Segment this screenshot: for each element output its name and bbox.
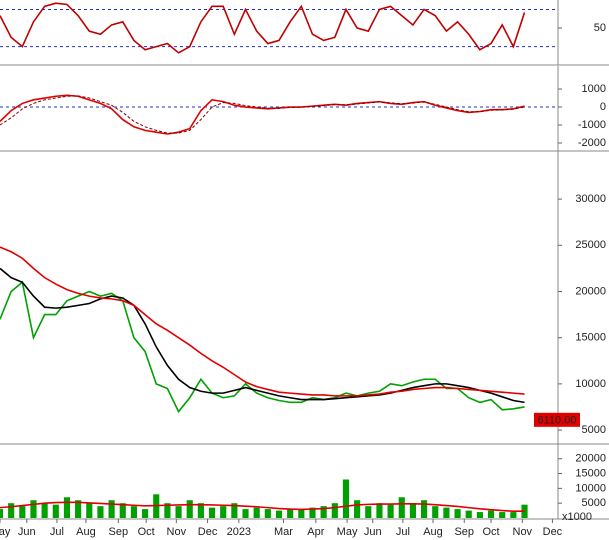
y-tick-label: 15000 bbox=[575, 332, 606, 344]
volume-bar bbox=[19, 506, 26, 518]
volume-bar bbox=[108, 500, 115, 518]
x-tick-label: May bbox=[337, 526, 358, 538]
x-tick-label: Aug bbox=[423, 526, 443, 538]
panel bbox=[0, 94, 558, 135]
y-tick-label: 50 bbox=[594, 22, 606, 34]
volume-bar bbox=[409, 503, 416, 518]
volume-bar bbox=[487, 510, 495, 518]
volume-bar bbox=[130, 506, 137, 518]
volume-bar bbox=[8, 503, 15, 518]
volume-bar bbox=[398, 497, 405, 518]
volume-bar bbox=[454, 509, 461, 518]
x-tick-label: Dec bbox=[543, 526, 563, 538]
x-tick-label: Jun bbox=[364, 526, 382, 538]
volume-bar bbox=[309, 507, 316, 518]
y-tick-label: -1000 bbox=[578, 119, 606, 131]
unit-label: x1000 bbox=[562, 511, 592, 523]
volume-bar bbox=[376, 503, 383, 518]
volume-bar bbox=[499, 512, 506, 518]
volume-bar bbox=[231, 503, 238, 518]
last-price-box bbox=[534, 412, 580, 427]
x-tick-label: Dec bbox=[198, 526, 218, 538]
x-tick-label: Sep bbox=[109, 526, 129, 538]
volume-bar bbox=[0, 509, 4, 518]
volume-bar bbox=[264, 509, 271, 518]
series-line bbox=[0, 246, 525, 397]
x-tick-label: May bbox=[0, 526, 11, 538]
series-line bbox=[0, 501, 525, 512]
volume-bar bbox=[476, 512, 483, 518]
x-tick-label: Nov bbox=[513, 526, 533, 538]
volume-bar bbox=[186, 500, 193, 518]
x-tick-label: Jul bbox=[50, 526, 64, 538]
volume-bar bbox=[197, 503, 204, 518]
volume-bar bbox=[354, 500, 361, 518]
y-tick-label: 10000 bbox=[575, 378, 606, 390]
y-tick-label: 5000 bbox=[582, 497, 606, 509]
volume-bar bbox=[164, 503, 171, 518]
y-tick-label: 1000 bbox=[582, 83, 606, 95]
x-tick-label: Jul bbox=[396, 526, 410, 538]
panel bbox=[0, 246, 525, 414]
volume-bar bbox=[365, 506, 372, 518]
y-tick-label: 25000 bbox=[575, 239, 606, 251]
volume-bar bbox=[75, 500, 82, 518]
x-tick-label: Apr bbox=[307, 526, 324, 538]
x-tick-label: Mar bbox=[274, 526, 293, 538]
volume-bar bbox=[287, 509, 294, 518]
volume-bar bbox=[421, 500, 428, 518]
last-price-label: 6110.00 bbox=[538, 415, 577, 427]
y-tick-label: 10000 bbox=[575, 482, 606, 494]
x-tick-label: 2023 bbox=[227, 526, 251, 538]
y-tick-label: 30000 bbox=[575, 193, 606, 205]
y-tick-label: 5000 bbox=[582, 424, 606, 436]
series-line bbox=[0, 280, 525, 414]
volume-bar bbox=[86, 503, 93, 518]
series-line bbox=[0, 95, 525, 134]
volume-bar bbox=[220, 506, 227, 518]
series-line bbox=[0, 2, 526, 54]
volume-bar bbox=[443, 507, 450, 518]
volume-bar bbox=[119, 503, 126, 518]
volume-bar bbox=[52, 504, 59, 518]
panel bbox=[0, 479, 528, 518]
volume-bar bbox=[432, 506, 439, 518]
panel bbox=[0, 2, 558, 54]
x-tick-label: Jun bbox=[18, 526, 36, 538]
volume-bar bbox=[208, 507, 216, 518]
volume-bar bbox=[298, 509, 305, 518]
volume-bar bbox=[465, 510, 472, 518]
volume-bar bbox=[342, 479, 350, 518]
y-tick-label: 20000 bbox=[575, 453, 606, 465]
volume-bar bbox=[387, 504, 394, 518]
volume-bar bbox=[510, 512, 517, 518]
y-tick-label: -2000 bbox=[578, 137, 606, 149]
volume-bar bbox=[175, 506, 182, 518]
volume-bar bbox=[331, 503, 338, 518]
x-tick-label: Sep bbox=[454, 526, 474, 538]
volume-bar bbox=[275, 510, 283, 518]
volume-bar bbox=[63, 497, 71, 518]
series-line bbox=[0, 267, 525, 404]
volume-bar bbox=[320, 506, 327, 518]
x-tick-label: Nov bbox=[167, 526, 187, 538]
volume-bar bbox=[253, 507, 260, 518]
x-tick-label: Oct bbox=[138, 526, 155, 538]
volume-bar bbox=[97, 506, 104, 518]
volume-bar bbox=[142, 509, 149, 518]
volume-bar bbox=[41, 503, 48, 518]
x-tick-label: Aug bbox=[76, 526, 96, 538]
volume-bar bbox=[242, 509, 249, 518]
y-tick-label: 0 bbox=[600, 101, 606, 113]
y-tick-label: 20000 bbox=[575, 285, 606, 297]
series-line bbox=[0, 94, 525, 135]
x-tick-label: Oct bbox=[482, 526, 499, 538]
volume-bar bbox=[30, 500, 37, 518]
y-tick-label: 15000 bbox=[575, 467, 606, 479]
